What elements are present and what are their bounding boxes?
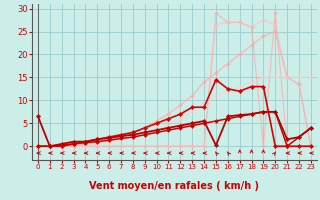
- X-axis label: Vent moyen/en rafales ( km/h ): Vent moyen/en rafales ( km/h ): [89, 181, 260, 191]
